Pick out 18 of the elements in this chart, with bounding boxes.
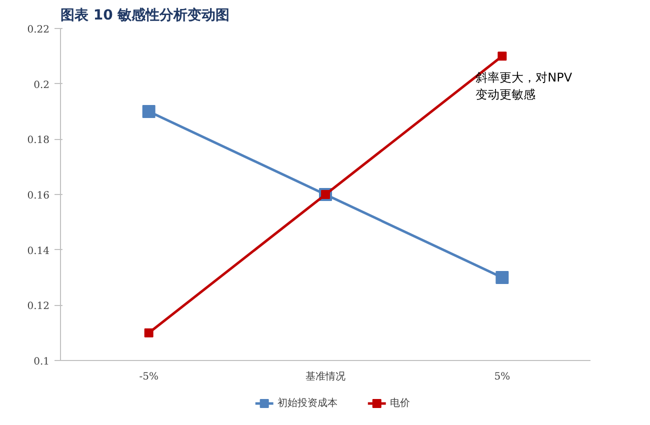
y-tick-label: 0.22 [27,24,50,36]
chart-title: 图表 10 敏感性分析变动图 [60,6,230,24]
x-tick-label: -5% [139,372,158,382]
y-tick-label: 0.12 [27,301,50,312]
legend-label: 初始投资成本 [277,397,338,409]
point [144,328,154,338]
y-tick-label: 0.18 [27,135,50,146]
x-tick-label: 基准情况 [306,370,346,382]
x-tick-label: 5% [494,372,510,382]
legend-label: 电价 [390,397,410,409]
y-tick-label: 0.14 [27,246,50,257]
y-tick-label: 0.16 [27,190,50,202]
annotation: 斜率更大，对NPV 变动更敏感 [476,70,573,102]
y-tick-label: 0.1 [34,356,50,368]
point [498,52,507,61]
point [496,271,509,284]
y-tick-label: 0.2 [34,80,50,91]
point [142,105,156,118]
